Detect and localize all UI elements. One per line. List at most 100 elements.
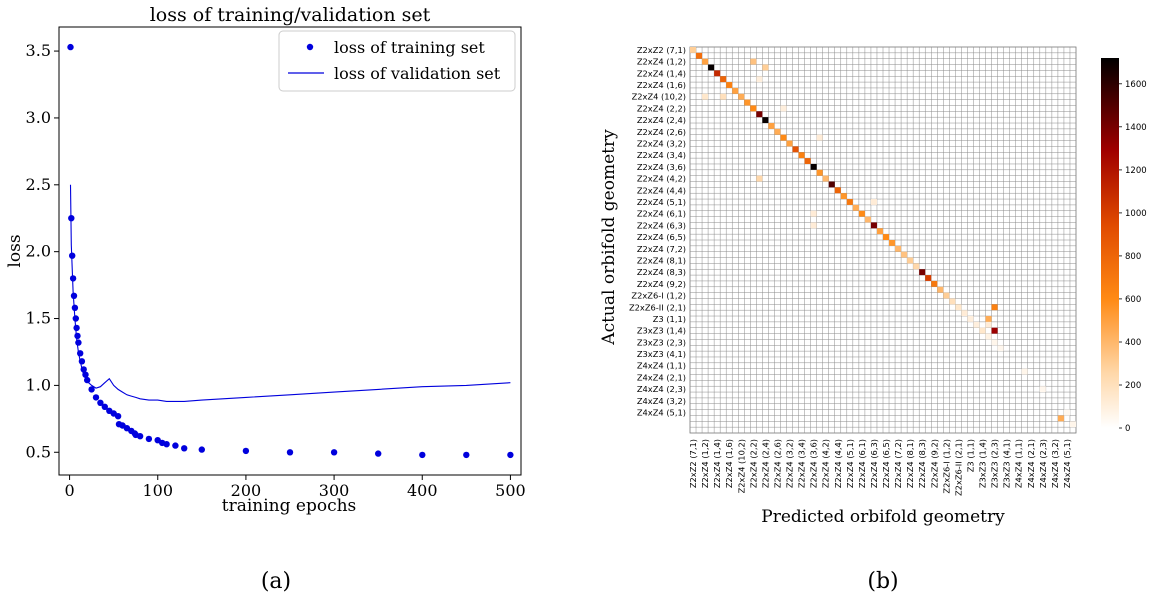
- x-tick-label: 0: [64, 481, 74, 500]
- training-point: [145, 435, 153, 443]
- heatmap-cell: [816, 134, 823, 141]
- row-label: Z2xZ6-II (2,1): [629, 302, 686, 312]
- column-label: Z2xZ4 (3,6): [809, 439, 819, 488]
- validation-series: [69, 184, 511, 402]
- heatmap-cell: [690, 47, 697, 53]
- column-label: Z2xZ4 (2,4): [760, 439, 770, 488]
- heatmap-cell: [997, 345, 1004, 352]
- row-label: Z4xZ4 (3,2): [637, 396, 686, 406]
- heatmap-cell: [810, 163, 817, 170]
- column-label: Z4xZ4 (2,3): [1038, 439, 1048, 488]
- x-tick-label: 500: [495, 481, 526, 500]
- training-series: [67, 43, 514, 459]
- legend-box: [278, 30, 516, 92]
- heatmap-cell: [702, 93, 709, 100]
- heatmap-cell: [786, 140, 793, 147]
- training-point: [198, 446, 205, 453]
- legend-label-validation: loss of validation set: [334, 64, 501, 83]
- heatmap-cell: [901, 251, 908, 258]
- training-point: [75, 339, 82, 346]
- panel-label-a: (a): [261, 569, 291, 594]
- heatmap-cell: [991, 327, 998, 334]
- training-point: [242, 447, 250, 455]
- heatmap-cell: [1063, 409, 1070, 416]
- heatmap-cell: [991, 339, 998, 346]
- column-label: Z2xZ4 (4,4): [833, 439, 843, 488]
- colorbar-tick-label: 400: [1125, 338, 1141, 348]
- training-point: [114, 413, 122, 420]
- row-label: Z4xZ4 (1,1): [637, 361, 686, 371]
- training-point: [84, 376, 91, 384]
- chart-title: loss of training/validation set: [150, 4, 431, 26]
- row-label: Z2xZ4 (8,1): [637, 256, 686, 266]
- y-tick-label: 0.5: [26, 442, 51, 461]
- row-label: Z2xZ4 (6,3): [637, 220, 686, 230]
- heatmap-cell: [895, 245, 902, 252]
- heatmap-cell: [961, 310, 968, 317]
- heatmap-cell: [714, 70, 721, 77]
- training-point: [74, 332, 81, 340]
- heatmap-cell: [708, 64, 715, 71]
- training-point: [80, 366, 87, 373]
- row-label: Z2xZ4 (3,4): [637, 150, 686, 160]
- training-point: [92, 394, 100, 401]
- heatmap-cell: [919, 269, 926, 276]
- colorbar-tick-label: 0: [1125, 424, 1130, 434]
- training-point: [181, 445, 188, 452]
- heatmap-cell: [840, 193, 847, 200]
- heatmap-cell: [883, 234, 890, 240]
- column-label: Z4xZ4 (5,1): [1062, 439, 1072, 488]
- y-axis: 0.5 1.0 1.5 2.0 2.5 3.0 3.5: [26, 41, 59, 461]
- legend-marker-training: [306, 43, 314, 51]
- heatmap-cell: [979, 327, 986, 334]
- column-label: Z2xZ4 (6,1): [857, 439, 867, 488]
- colorbar-ticks: 0 200 400 600 800 1000 1200 1400 1600: [1119, 80, 1147, 434]
- column-label: Z2xZ4 (9,2): [929, 439, 939, 488]
- y-tick-label: 2.5: [26, 175, 51, 194]
- row-label: Z2xZ4 (7,2): [637, 244, 686, 254]
- heatmap-cell: [780, 105, 787, 112]
- x-axis-label: Predicted orbifold geometry: [761, 507, 1005, 527]
- column-label: Z2xZ6-II (2,1): [953, 439, 963, 496]
- heatmap-cell: [925, 275, 932, 281]
- y-tick-label: 2.0: [26, 242, 51, 261]
- y-tick-label: 1.0: [26, 375, 51, 394]
- y-tick-label: 3.0: [26, 108, 51, 127]
- heatmap-cell: [1069, 421, 1076, 428]
- heatmap-cell: [1039, 386, 1046, 393]
- heatmap-cell: [792, 146, 799, 153]
- heatmap-cell: [985, 321, 992, 328]
- heatmap-cell: [798, 152, 805, 159]
- row-label: Z4xZ4 (2,3): [637, 384, 686, 394]
- heatmap-cell: [720, 76, 727, 83]
- row-label: Z2xZ4 (1,4): [637, 68, 686, 78]
- heatmap-cell: [696, 52, 703, 59]
- row-label: Z2xZ4 (6,5): [637, 232, 686, 242]
- column-label: Z4xZ4 (1,1): [1014, 439, 1024, 488]
- training-point: [419, 451, 426, 459]
- colorbar-tick-label: 1000: [1125, 209, 1147, 219]
- column-label: Z2xZ2 (7,1): [688, 439, 698, 488]
- column-label: Z2xZ4 (2,6): [773, 439, 783, 488]
- colorbar-tick-label: 800: [1125, 252, 1141, 262]
- heatmap-cell: [955, 304, 962, 311]
- heatmap-cell: [702, 58, 709, 65]
- training-point: [375, 450, 382, 457]
- x-tick-label: 100: [142, 481, 173, 500]
- column-label: Z2xZ4 (3,2): [785, 439, 795, 488]
- heatmap-cell: [846, 199, 853, 205]
- column-label: Z2xZ4 (6,5): [881, 439, 891, 488]
- column-label: Z2xZ4 (2,2): [748, 439, 758, 488]
- column-label: Z4xZ4 (2,1): [1026, 439, 1036, 488]
- training-point: [82, 371, 89, 378]
- training-point: [172, 442, 179, 449]
- heatmap-cells: [690, 47, 1076, 428]
- column-label: Z2xZ4 (6,3): [869, 439, 879, 488]
- row-label: Z2xZ4 (1,6): [637, 80, 686, 90]
- heatmap-cell: [907, 257, 914, 264]
- heatmap-cell: [762, 64, 769, 71]
- column-label: Z3xZ3 (2,3): [990, 439, 1000, 488]
- row-label: Z2xZ4 (10,2): [632, 92, 686, 102]
- heatmap-cell: [834, 187, 841, 194]
